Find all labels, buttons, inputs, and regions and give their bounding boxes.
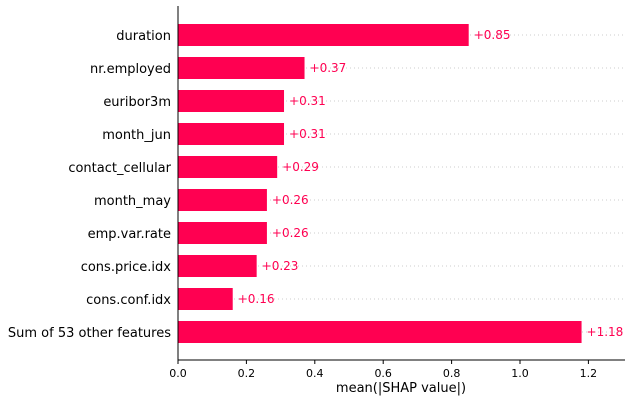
x-tick-label: 0.2 [238,367,256,380]
x-tick-label: 1.0 [511,367,529,380]
bar [178,222,267,244]
value-label: +0.85 [474,28,511,42]
bar [178,57,305,79]
bar [178,189,267,211]
category-label: nr.employed [90,62,171,77]
value-label: +0.16 [238,292,275,306]
category-label: euribor3m [103,95,171,110]
value-label: +0.26 [272,226,309,240]
category-label: emp.var.rate [88,227,171,242]
value-label: +0.37 [310,61,347,75]
x-tick-label: 0.4 [306,367,324,380]
category-label: contact_cellular [68,161,171,176]
bar [178,90,285,112]
value-label: +0.31 [289,127,326,141]
category-label: duration [116,29,171,44]
value-label: +0.29 [282,160,319,174]
value-label: +0.23 [262,259,299,273]
category-label: cons.conf.idx [86,293,171,308]
category-label: Sum of 53 other features [8,326,171,341]
x-tick-label: 1.2 [580,367,598,380]
x-tick-label: 0.0 [169,367,187,380]
value-label: +0.31 [289,94,326,108]
x-axis-label: mean(|SHAP value|) [336,381,466,396]
x-tick-label: 0.6 [374,367,392,380]
bar [178,24,469,46]
category-label: month_jun [102,128,171,143]
bar [178,288,233,310]
category-label: cons.price.idx [81,260,172,275]
value-label: +1.18 [587,325,624,339]
x-tick-label: 0.8 [443,367,461,380]
category-label: month_may [94,194,171,209]
value-label: +0.26 [272,193,309,207]
bar [178,123,285,145]
bar [178,321,582,343]
bar [178,255,257,277]
bar [178,156,278,178]
